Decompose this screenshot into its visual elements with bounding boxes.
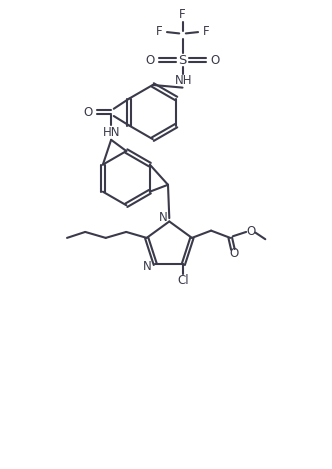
- Text: O: O: [210, 53, 219, 67]
- Text: HN: HN: [103, 126, 121, 139]
- Text: N: N: [159, 211, 168, 224]
- Text: Cl: Cl: [178, 274, 189, 287]
- Text: F: F: [179, 8, 186, 22]
- Text: NH: NH: [174, 75, 192, 88]
- Text: N: N: [143, 260, 151, 272]
- Text: O: O: [145, 53, 155, 67]
- Text: F: F: [203, 25, 209, 38]
- Text: O: O: [229, 247, 238, 260]
- Text: F: F: [155, 25, 162, 38]
- Text: O: O: [83, 106, 93, 119]
- Text: S: S: [178, 53, 187, 67]
- Text: O: O: [246, 226, 256, 238]
